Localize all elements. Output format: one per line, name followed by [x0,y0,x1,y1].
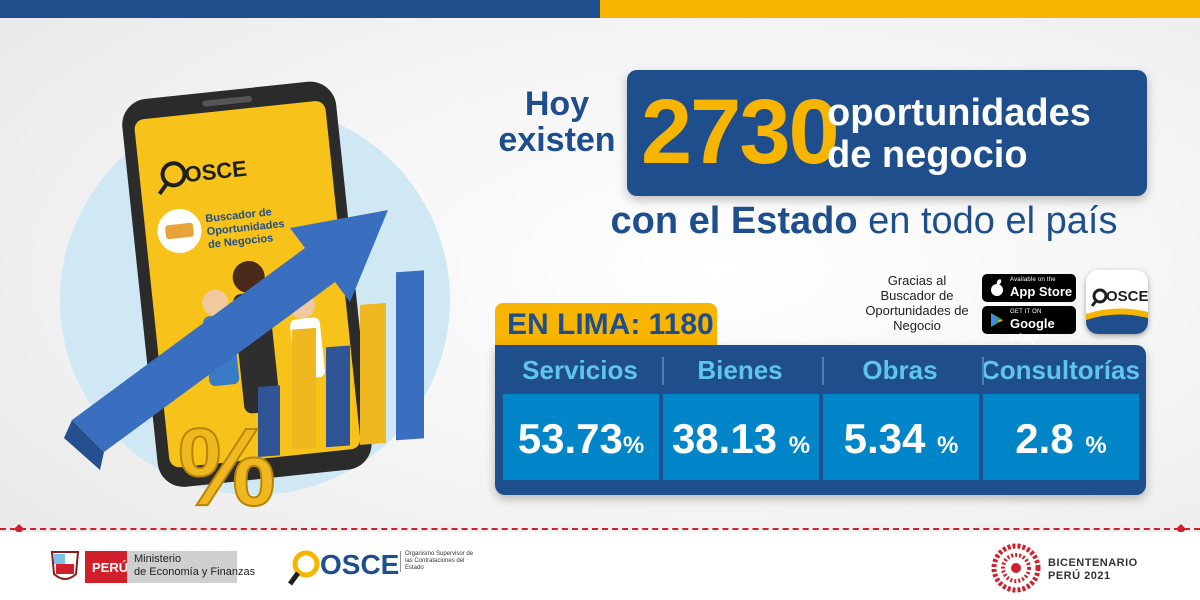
opportunities-label-line1: oportunidades [827,92,1091,134]
bicentenario-emblem-icon [991,543,1041,593]
osce-org-text: Organismo Supervisor de las Contratacion… [400,551,475,572]
chart-bar [292,327,316,450]
ministry-text: Ministerio de Economía y Finanzas [134,553,255,579]
subline-light: en todo el país [857,200,1118,242]
lima-tab: EN LIMA: 1180 [495,303,717,345]
diamond-ornament [1176,524,1186,534]
coat-of-arms-icon [50,551,80,580]
divider [822,357,824,385]
stats-box: Servicios Bienes Obras Consultorías 53.7… [495,345,1146,495]
peru-label: PERÚ [92,560,129,575]
divider [662,357,664,385]
stat-header-consultorias: Consultorías [981,355,1140,385]
stat-cell [503,394,659,480]
opportunities-count: 2730 [641,81,840,183]
ministry-line2: de Economía y Finanzas [134,566,256,578]
bicentenario-text: BICENTENARIO PERÚ 2021 [1048,557,1138,583]
stat-value-obras: 5.34 % [843,415,959,462]
top-bar-blue [0,0,600,18]
chart-bar [326,345,350,448]
peru-flag-block [85,551,127,583]
google-play-small-text: GET IT ON [1010,309,1042,315]
osce-app-icon[interactable]: OSCE [1086,270,1148,334]
footer-divider [0,528,1200,530]
lima-label: EN LIMA: 1180 [507,308,714,341]
apple-icon [991,279,1003,296]
stat-value-bienes: 38.13 % [671,415,811,462]
bicentenario-line2: PERÚ 2021 [1048,570,1111,582]
headline-hoy: Hoy [524,85,590,123]
ministry-line1: Ministerio [134,553,182,565]
google-play-large-text: Google Play [1010,316,1055,346]
stat-header-obras: Obras [862,355,938,385]
stat-header-servicios: Servicios [522,355,638,385]
bicentenario-line1: BICENTENARIO [1048,557,1138,569]
app-store-large-text: App Store [1010,284,1073,299]
stat-cell [823,394,979,480]
top-bar-yellow [600,0,1200,18]
diamond-ornament [14,524,24,534]
chart-bar [258,385,280,457]
stat-header-bienes: Bienes [697,355,783,385]
stat-cell [983,394,1139,480]
google-play-icon [991,313,1003,327]
app-store-badge[interactable]: Available on the App Store [982,274,1076,302]
headline-prefix: Hoy existen [492,86,622,158]
opportunities-label: oportunidades de negocio [827,92,1091,176]
stat-cell [663,394,819,480]
thanks-text: Gracias al Buscador de Oportunidades de … [865,273,969,333]
growth-arrow [72,210,388,452]
stat-value-consultorias: 2.8 % [1015,415,1107,462]
ministry-box [127,551,237,583]
osce-logo-text: OSCE [320,549,400,580]
opportunities-count-box: 2730 oportunidades de negocio [627,70,1147,196]
chart-bar [396,270,424,441]
headline-existen: existen [498,121,616,159]
divider [982,357,984,385]
app-store-small-text: Available on the [1010,277,1056,283]
percent-symbol: % [178,406,276,520]
osce-app-graphic: OSCE [1086,288,1148,334]
subline-bold: con el Estado [610,200,858,242]
chart-bar [360,303,386,445]
svg-text:OSCE: OSCE [1106,288,1148,305]
phone-growth-illustration: OSCE Buscador de Oportunidades de Negoci… [60,81,450,520]
opportunities-label-line2: de negocio [827,134,1028,176]
google-play-badge[interactable]: GET IT ON Google Play [982,306,1076,346]
osce-magnifier-icon [288,550,320,586]
stat-value-servicios: 53.73% [517,415,645,462]
headline-subline: con el Estado en todo el país [604,200,1124,243]
